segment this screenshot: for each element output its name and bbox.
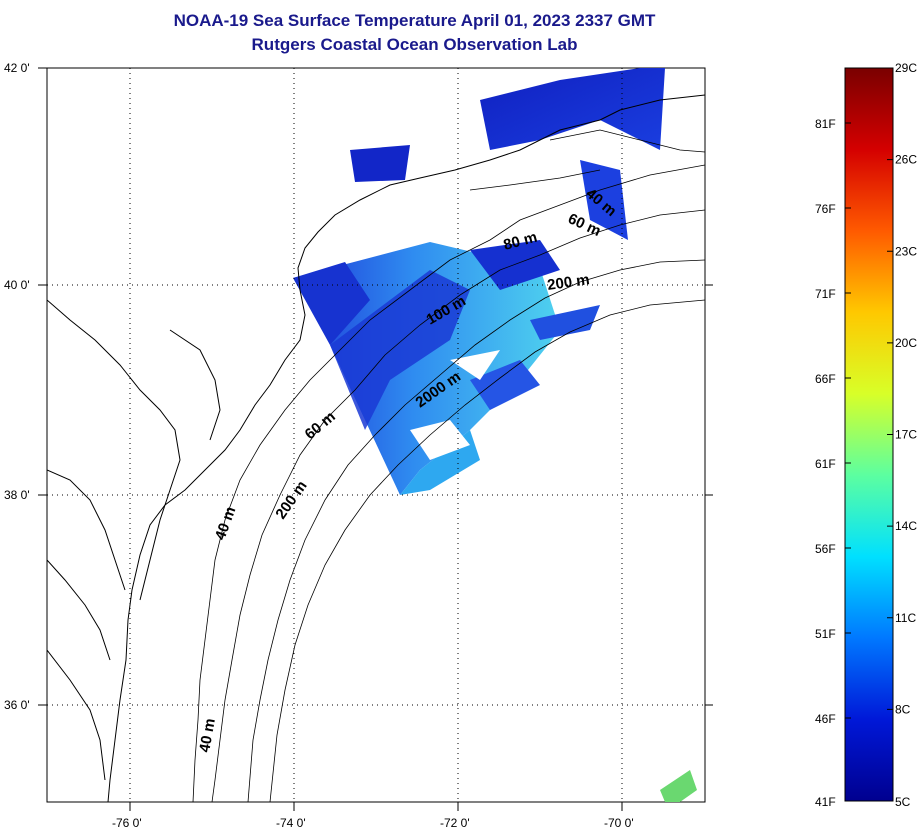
lon-label: -76 0' <box>112 816 142 830</box>
colorbar-f-label: 81F <box>815 117 836 131</box>
colorbar-f-label: 71F <box>815 287 836 301</box>
coastline <box>47 94 705 802</box>
colorbar-c-label: 23C <box>895 244 917 258</box>
colorbar-c-label: 14C <box>895 519 917 533</box>
colorbar-f-label: 41F <box>815 795 836 809</box>
lat-label: 38 0' <box>4 488 30 502</box>
depth-contours <box>192 129 705 802</box>
lon-label: -74 0' <box>276 816 306 830</box>
lon-label: -72 0' <box>440 816 470 830</box>
contour-label: 200 m <box>546 271 590 294</box>
frame-ticks <box>38 67 713 811</box>
colorbar-c-label: 8C <box>895 702 911 716</box>
map-title: NOAA-19 Sea Surface Temperature April 01… <box>173 11 656 30</box>
colorbar-c-label: 11C <box>895 611 916 625</box>
sst-swath <box>293 68 697 802</box>
contour-label: 40 m <box>196 717 219 754</box>
colorbar-f-label: 51F <box>815 627 836 641</box>
colorbar-c-label: 17C <box>895 428 917 442</box>
longitude-labels: -76 0' -74 0' -72 0' -70 0' <box>112 816 634 830</box>
colorbar-f-label: 46F <box>815 712 836 726</box>
lat-label: 40 0' <box>4 278 30 292</box>
lat-label: 36 0' <box>4 698 30 712</box>
colorbar-f-label: 61F <box>815 457 836 471</box>
colorbar-c-label: 5C <box>895 795 911 809</box>
lon-label: -70 0' <box>604 816 634 830</box>
colorbar-f-label: 56F <box>815 542 836 556</box>
map-subtitle: Rutgers Coastal Ocean Observation Lab <box>251 35 578 54</box>
colorbar-c-label: 20C <box>895 336 917 350</box>
lat-label: 42 0' <box>4 61 30 75</box>
colorbar-c-label: 29C <box>895 61 917 75</box>
colorbar-c-label: 26C <box>895 153 917 167</box>
colorbar-f-label: 66F <box>815 372 836 386</box>
colorbar-strip <box>844 67 894 802</box>
latitude-labels: 42 0' 40 0' 38 0' 36 0' <box>4 61 30 712</box>
colorbar-f-label: 76F <box>815 202 836 216</box>
